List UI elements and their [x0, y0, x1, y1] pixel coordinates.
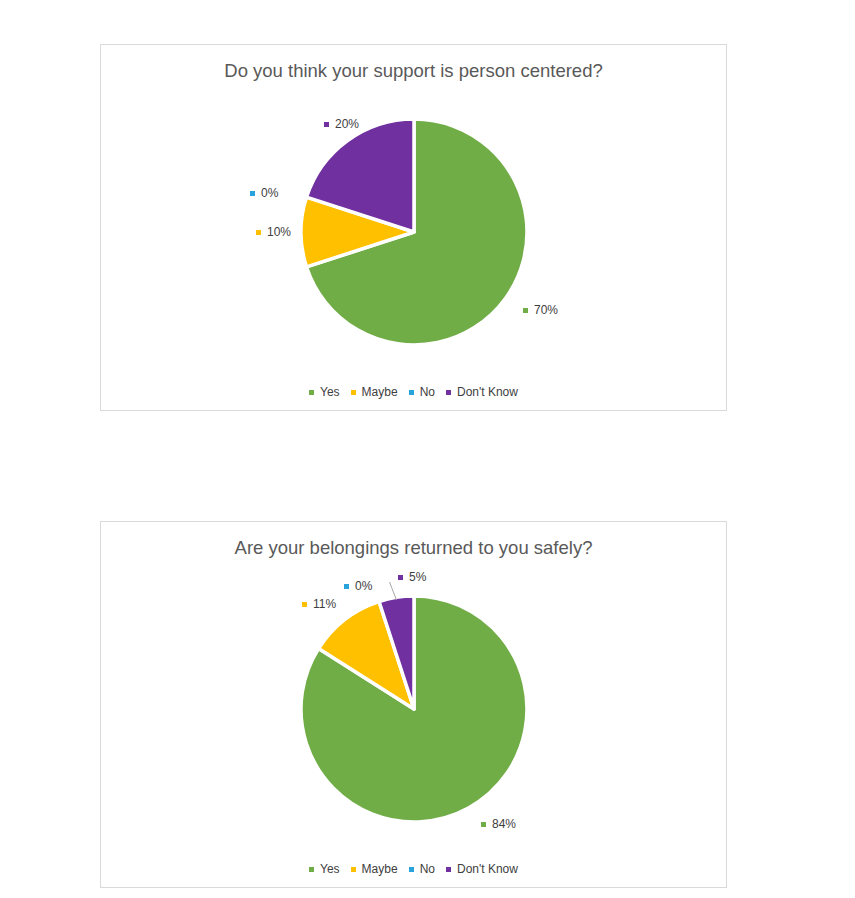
chart-title: Do you think your support is person cent… — [101, 60, 726, 82]
legend-item-dont-know: Don't Know — [446, 384, 518, 400]
chart-title: Are your belongings returned to you safe… — [101, 537, 726, 559]
yes-label-marker — [481, 822, 486, 827]
legend-item-dont-know: Don't Know — [446, 861, 518, 877]
dont-know-label-marker — [324, 122, 329, 127]
no-legend-label: No — [420, 862, 435, 876]
legend: Yes Maybe No Don't Know — [101, 384, 726, 400]
maybe-legend-label: Maybe — [362, 862, 398, 876]
legend-item-no: No — [409, 861, 435, 877]
no-label-marker — [250, 191, 255, 196]
legend-item-yes: Yes — [309, 384, 340, 400]
dont-know-legend-label: Don't Know — [457, 385, 518, 399]
dont-know-legend-marker — [446, 867, 451, 872]
dont-know-legend-label: Don't Know — [457, 862, 518, 876]
pie-chart — [299, 594, 529, 824]
data-label-no: 0% — [344, 578, 372, 594]
maybe-label-text: 10% — [267, 225, 291, 239]
maybe-label-text: 11% — [313, 597, 336, 611]
legend: Yes Maybe No Don't Know — [101, 861, 726, 877]
maybe-legend-marker — [351, 867, 356, 872]
yes-legend-marker — [309, 867, 314, 872]
chart-card-belongings: Are your belongings returned to you safe… — [100, 521, 727, 888]
legend-item-yes: Yes — [309, 861, 340, 877]
legend-item-maybe: Maybe — [351, 384, 398, 400]
dont-know-label-marker — [398, 575, 403, 580]
data-label-maybe: 11% — [302, 596, 336, 612]
yes-legend-label: Yes — [320, 862, 340, 876]
pie-chart — [299, 117, 529, 347]
data-label-dont-know: 20% — [324, 116, 359, 132]
dont-know-label-text: 5% — [409, 570, 426, 584]
legend-item-no: No — [409, 384, 435, 400]
yes-label-marker — [523, 308, 528, 313]
no-legend-marker — [409, 867, 414, 872]
no-label-marker — [344, 584, 349, 589]
yes-label-text: 84% — [492, 817, 516, 831]
maybe-legend-label: Maybe — [362, 385, 398, 399]
yes-label-text: 70% — [534, 303, 558, 317]
dont-know-legend-marker — [446, 390, 451, 395]
data-label-yes: 70% — [523, 302, 558, 318]
no-legend-marker — [409, 390, 414, 395]
maybe-label-marker — [256, 230, 261, 235]
data-label-no: 0% — [250, 185, 278, 201]
chart-card-person-centered: Do you think your support is person cent… — [100, 44, 727, 411]
data-label-maybe: 10% — [256, 224, 291, 240]
no-legend-label: No — [420, 385, 435, 399]
dont-know-label-text: 20% — [335, 117, 359, 131]
yes-legend-marker — [309, 390, 314, 395]
no-label-text: 0% — [355, 579, 372, 593]
maybe-label-marker — [302, 602, 307, 607]
maybe-legend-marker — [351, 390, 356, 395]
data-label-dont-know: 5% — [398, 569, 426, 585]
data-label-yes: 84% — [481, 816, 516, 832]
yes-legend-label: Yes — [320, 385, 340, 399]
no-label-text: 0% — [261, 186, 278, 200]
legend-item-maybe: Maybe — [351, 861, 398, 877]
leader-line — [389, 582, 398, 601]
